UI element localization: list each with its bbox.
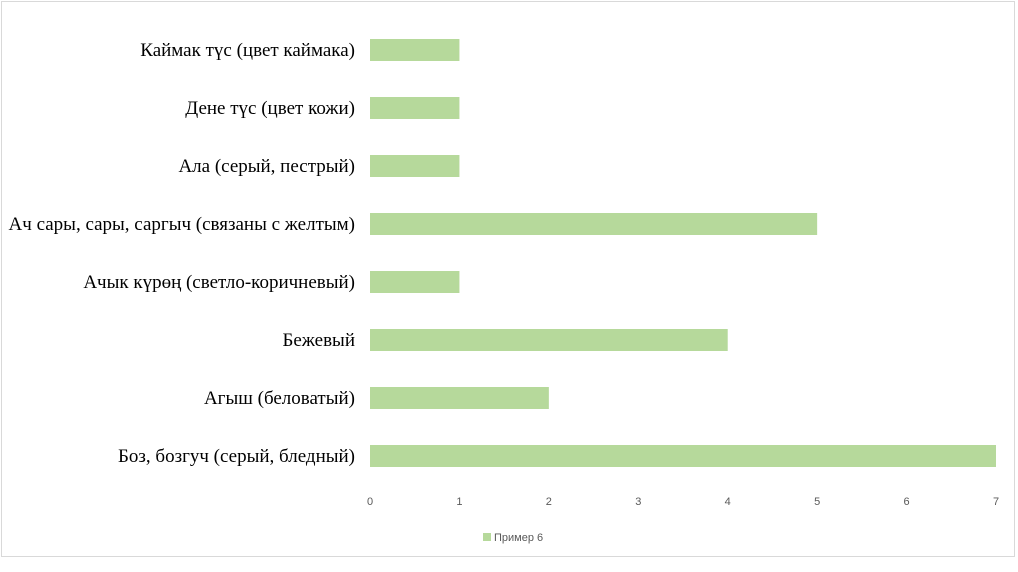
bar [370,155,460,177]
x-tick-label: 6 [904,496,910,508]
x-tick-label: 2 [546,496,552,508]
x-tick-label: 1 [456,496,462,508]
bar [370,213,818,235]
category-label: Бежевый [282,330,355,351]
category-label: Боз, бозгуч (серый, бледный) [118,446,355,467]
legend: Пример 6 [483,532,543,544]
category-label: Агыш (беловатый) [204,388,355,409]
bar-chart: Каймак түс (цвет каймака) Дене түс (цвет … [9,39,999,544]
category-label: Ала (серый, пестрый) [178,156,355,177]
category-labels: Каймак түс (цвет каймака) Дене түс (цвет … [9,40,355,467]
category-label: Ач сары, сары, саргыч (связаны с желтым) [9,214,355,235]
bar [370,387,549,409]
x-tick-label: 4 [725,496,731,508]
bar [370,271,460,293]
legend-swatch [483,533,491,541]
x-tick-label: 7 [993,496,999,508]
category-label: Каймак түс (цвет каймака) [140,40,355,61]
bar [370,97,460,119]
bar [370,329,728,351]
bar [370,39,460,61]
x-tick-label: 0 [367,496,373,508]
category-label: Ачык күрөң (светло-коричневый) [83,272,355,293]
chart-frame: Каймак түс (цвет каймака) Дене түс (цвет … [1,1,1015,557]
legend-label: Пример 6 [494,532,543,544]
x-tick-labels: 0 1 2 3 4 5 6 7 [367,496,999,508]
bars-group [370,39,996,467]
category-label: Дене түс (цвет кожи) [185,98,355,119]
x-tick-label: 5 [814,496,820,508]
bar [370,445,996,467]
x-tick-label: 3 [635,496,641,508]
